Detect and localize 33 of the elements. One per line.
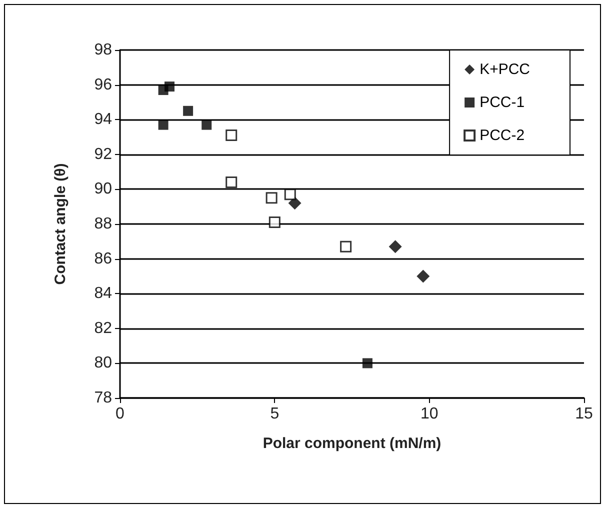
point bbox=[340, 240, 352, 252]
y-tick-label: 92 bbox=[94, 146, 112, 163]
point bbox=[284, 188, 296, 200]
y-tick-label: 88 bbox=[94, 216, 112, 232]
y-tick-label: 86 bbox=[94, 250, 112, 268]
y-tick-label: 78 bbox=[94, 390, 112, 406]
point bbox=[164, 82, 174, 92]
y-tick-label: 96 bbox=[94, 76, 112, 94]
x-tick-label: 0 bbox=[116, 406, 125, 422]
y-tick-label: 84 bbox=[94, 285, 112, 302]
legend-label: K+PCC bbox=[480, 61, 530, 78]
point bbox=[268, 216, 280, 228]
point bbox=[226, 130, 238, 142]
x-tick-label: 10 bbox=[420, 406, 438, 422]
point bbox=[362, 358, 372, 368]
y-tick-label: 82 bbox=[94, 320, 112, 337]
legend-label: PCC-2 bbox=[480, 127, 525, 144]
point bbox=[183, 106, 194, 116]
point bbox=[388, 240, 402, 254]
point bbox=[266, 192, 278, 204]
x-tick-label: 5 bbox=[270, 406, 280, 422]
point bbox=[226, 176, 238, 188]
legend-label: PCC-1 bbox=[480, 94, 525, 111]
y-tick-label: 98 bbox=[94, 42, 112, 58]
point bbox=[158, 120, 168, 130]
point bbox=[416, 270, 430, 283]
x-tick-label: 15 bbox=[575, 406, 593, 422]
y-tick-label: 80 bbox=[94, 354, 112, 372]
y-tick-label: 94 bbox=[94, 111, 112, 128]
x-axis-title: Polar component (mN/m) bbox=[262, 435, 442, 452]
y-tick-label: 90 bbox=[94, 180, 112, 198]
point bbox=[202, 120, 212, 130]
y-axis-title: Contact angle (θ) bbox=[52, 163, 69, 285]
